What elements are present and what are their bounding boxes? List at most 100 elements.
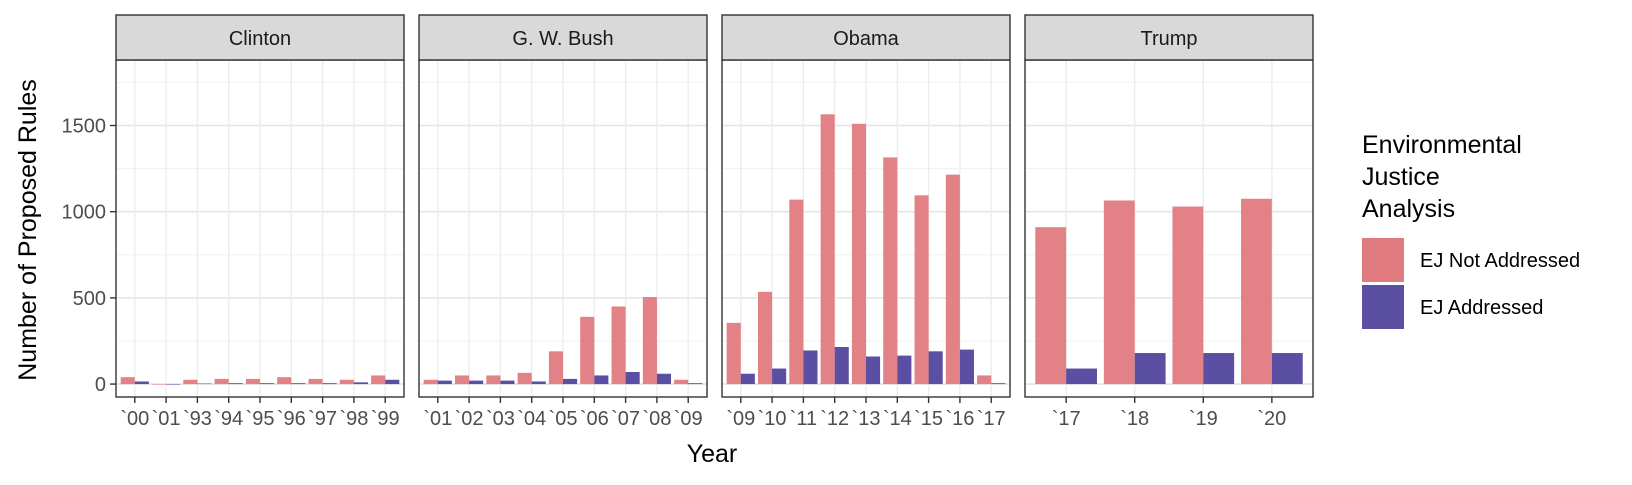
bar-ej-not-addressed-17 (1035, 227, 1067, 385)
bar-ej-addressed-10 (772, 368, 787, 385)
x-tick-label: `12 (820, 408, 849, 430)
x-tick-label: `07 (611, 408, 640, 430)
bar-ej-addressed-15 (928, 351, 943, 385)
bar-ej-addressed-00 (134, 381, 149, 385)
legend-title-line: Justice (1362, 163, 1440, 191)
y-tick-label: 500 (73, 288, 106, 310)
bar-ej-addressed-95 (260, 383, 275, 385)
x-tick-label: `02 (455, 408, 484, 430)
bar-ej-not-addressed-96 (277, 377, 292, 385)
x-tick-label: `98 (339, 408, 368, 430)
bar-ej-not-addressed-15 (914, 195, 929, 385)
y-tick-label: 1000 (62, 202, 107, 224)
bar-ej-addressed-05 (563, 378, 578, 385)
bar-ej-not-addressed-20 (1241, 198, 1272, 385)
x-tick-label: `03 (486, 408, 515, 430)
facet-panel-3: Trump `17 `18 `19 `20 (1024, 14, 1314, 430)
bar-ej-addressed-02 (469, 380, 484, 385)
bar-ej-addressed-96 (291, 383, 306, 385)
bar-ej-not-addressed-02 (455, 375, 470, 385)
bar-ej-not-addressed-16 (945, 174, 960, 385)
x-tick-label: `09 (674, 408, 703, 430)
x-tick-label: `93 (183, 408, 212, 430)
x-tick-label: `05 (549, 408, 578, 430)
bar-ej-addressed-01 (166, 384, 181, 385)
bar-ej-not-addressed-13 (851, 123, 866, 385)
bar-ej-addressed-06 (594, 375, 609, 385)
facet-strip (721, 14, 1011, 61)
facet-strip (418, 14, 708, 61)
x-tick-label: `20 (1257, 408, 1286, 430)
y-tick-label: 0 (95, 374, 106, 396)
y-axis-title: Number of Proposed Rules (14, 79, 42, 381)
bar-ej-not-addressed-17 (977, 375, 992, 385)
bar-ej-addressed-08 (656, 373, 671, 385)
bar-ej-addressed-01 (437, 380, 452, 385)
bar-ej-not-addressed-12 (820, 114, 835, 385)
x-tick-label: `13 (852, 408, 881, 430)
bar-ej-addressed-14 (897, 355, 912, 385)
legend-title-line: Analysis (1362, 195, 1455, 223)
bar-ej-addressed-03 (500, 380, 515, 385)
bar-ej-not-addressed-10 (758, 291, 773, 385)
bar-ej-addressed-17 (991, 383, 1006, 385)
x-tick-label: `94 (214, 408, 243, 430)
bar-ej-not-addressed-18 (1103, 200, 1135, 385)
x-tick-label: `17 (977, 408, 1006, 430)
legend-label: EJ Not Addressed (1420, 250, 1580, 272)
x-tick-label: `11 (790, 408, 817, 430)
legend-key-ej-not-addressed (1362, 238, 1404, 282)
facet-panel-0: Clinton `00 `01 `93 `94 `95 `96 `97 `98 `99 0 500 10… (62, 14, 405, 430)
x-tick-label: `99 (371, 408, 400, 430)
bar-ej-addressed-97 (322, 383, 337, 385)
x-tick-label: `06 (580, 408, 609, 430)
bar-ej-addressed-07 (625, 372, 640, 385)
x-tick-label: `09 (726, 408, 755, 430)
bar-ej-addressed-16 (959, 349, 974, 385)
panels-layer: Clinton`00 `01 `93 `94 `95 `96 `97 `98 `99050010… (62, 14, 1314, 430)
bar-ej-addressed-19 (1203, 353, 1235, 385)
x-axis-title: Year (687, 440, 738, 468)
facet-strip-label: G. W. Bush (512, 28, 613, 50)
bar-ej-not-addressed-06 (580, 316, 595, 385)
bar-ej-not-addressed-04 (517, 372, 532, 385)
bar-ej-addressed-99 (385, 379, 400, 385)
legend-label: EJ Addressed (1420, 297, 1543, 319)
bar-ej-not-addressed-93 (183, 379, 198, 385)
bar-ej-not-addressed-01 (423, 379, 438, 385)
bar-ej-not-addressed-01 (152, 384, 167, 385)
x-tick-label: `17 (1052, 408, 1081, 430)
bar-ej-addressed-04 (531, 381, 546, 385)
bar-ej-addressed-17 (1066, 368, 1097, 385)
bar-ej-not-addressed-07 (611, 306, 626, 385)
bar-ej-not-addressed-09 (674, 379, 689, 385)
facet-strip (115, 14, 405, 61)
x-tick-label: `19 (1189, 408, 1218, 430)
facet-strip-label: Obama (833, 28, 899, 50)
bar-ej-addressed-98 (353, 382, 368, 385)
x-tick-label: `16 (945, 408, 974, 430)
facet-strip (1024, 14, 1314, 61)
x-tick-label: `01 (152, 408, 181, 430)
bar-ej-not-addressed-09 (726, 322, 741, 385)
bar-ej-not-addressed-94 (214, 378, 229, 385)
facet-panel-2: Obama `09 `10 `11 `12 `13 `14 `15 `16 `17 (721, 14, 1011, 430)
x-tick-label: `00 (120, 408, 149, 430)
x-tick-label: `97 (308, 408, 337, 430)
y-tick-label: 1500 (62, 116, 107, 138)
x-tick-label: `18 (1120, 408, 1149, 430)
bar-ej-not-addressed-14 (883, 157, 898, 385)
legend: Environmental Justice Analysis EJ Not Addre… (1362, 131, 1580, 329)
bar-ej-not-addressed-03 (486, 375, 501, 385)
bar-ej-addressed-11 (803, 350, 818, 385)
bar-ej-addressed-18 (1134, 353, 1166, 385)
x-tick-label: `95 (246, 408, 275, 430)
x-tick-label: `04 (517, 408, 546, 430)
bar-ej-addressed-09 (688, 383, 703, 385)
x-tick-label: `14 (883, 408, 912, 430)
bar-ej-addressed-09 (740, 373, 755, 385)
bar-ej-not-addressed-19 (1172, 206, 1204, 385)
facet-strip-label: Trump (1140, 28, 1197, 50)
x-tick-label: `96 (277, 408, 306, 430)
